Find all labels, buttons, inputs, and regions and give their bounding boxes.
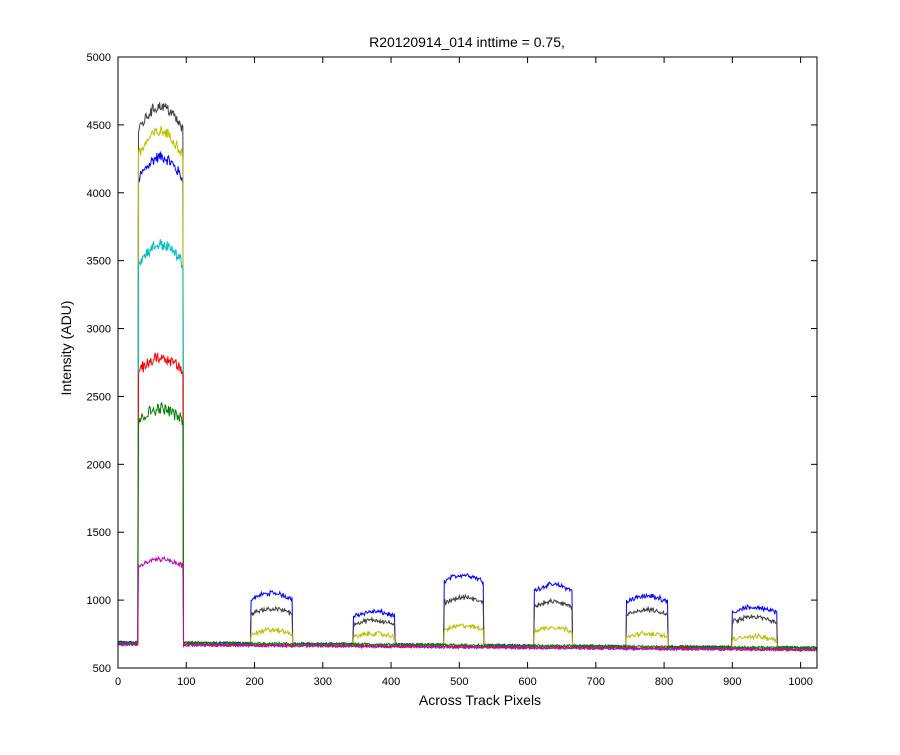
series-line-5 bbox=[117, 352, 818, 652]
x-tick-label: 800 bbox=[655, 676, 673, 688]
series-line-4 bbox=[117, 239, 818, 653]
series-line-7 bbox=[117, 555, 818, 653]
y-tick-label: 3000 bbox=[87, 324, 111, 336]
x-tick-label: 0 bbox=[115, 676, 121, 688]
y-tick-label: 1000 bbox=[87, 595, 111, 607]
y-tick-label: 2500 bbox=[87, 391, 111, 403]
y-tick-label: 1500 bbox=[87, 527, 111, 539]
series-line-6 bbox=[117, 401, 818, 651]
series-line-3 bbox=[117, 125, 818, 652]
axes: 0 100 200 300 400 500 600 700 800 900 1000 500 1000 1… bbox=[87, 52, 818, 688]
x-tick-label: 300 bbox=[314, 676, 332, 688]
x-tick-label: 900 bbox=[723, 676, 741, 688]
y-axis-label: Intensity (ADU) bbox=[58, 301, 74, 396]
y-tick-label: 3500 bbox=[87, 256, 111, 268]
x-axis-label: Across Track Pixels bbox=[419, 692, 541, 708]
series-layer bbox=[117, 102, 818, 653]
x-tick-label: 100 bbox=[177, 676, 195, 688]
y-tick-label: 500 bbox=[93, 663, 111, 675]
x-tick-label: 500 bbox=[450, 676, 468, 688]
y-tick-label: 4500 bbox=[87, 120, 111, 132]
x-tick-label: 700 bbox=[587, 676, 605, 688]
plot-frame bbox=[117, 56, 818, 669]
y-tick-label: 4000 bbox=[87, 188, 111, 200]
x-tick-label: 400 bbox=[382, 676, 400, 688]
series-line-2 bbox=[117, 102, 818, 651]
x-tick-label: 600 bbox=[518, 676, 536, 688]
series-line-1 bbox=[117, 151, 818, 650]
x-tick-label: 200 bbox=[245, 676, 263, 688]
y-tick-label: 5000 bbox=[87, 52, 111, 64]
x-tick-label: 1000 bbox=[788, 676, 812, 688]
chart-title: R20120914_014 inttime = 0.75, bbox=[369, 34, 565, 50]
y-tick-label: 2000 bbox=[87, 459, 111, 471]
